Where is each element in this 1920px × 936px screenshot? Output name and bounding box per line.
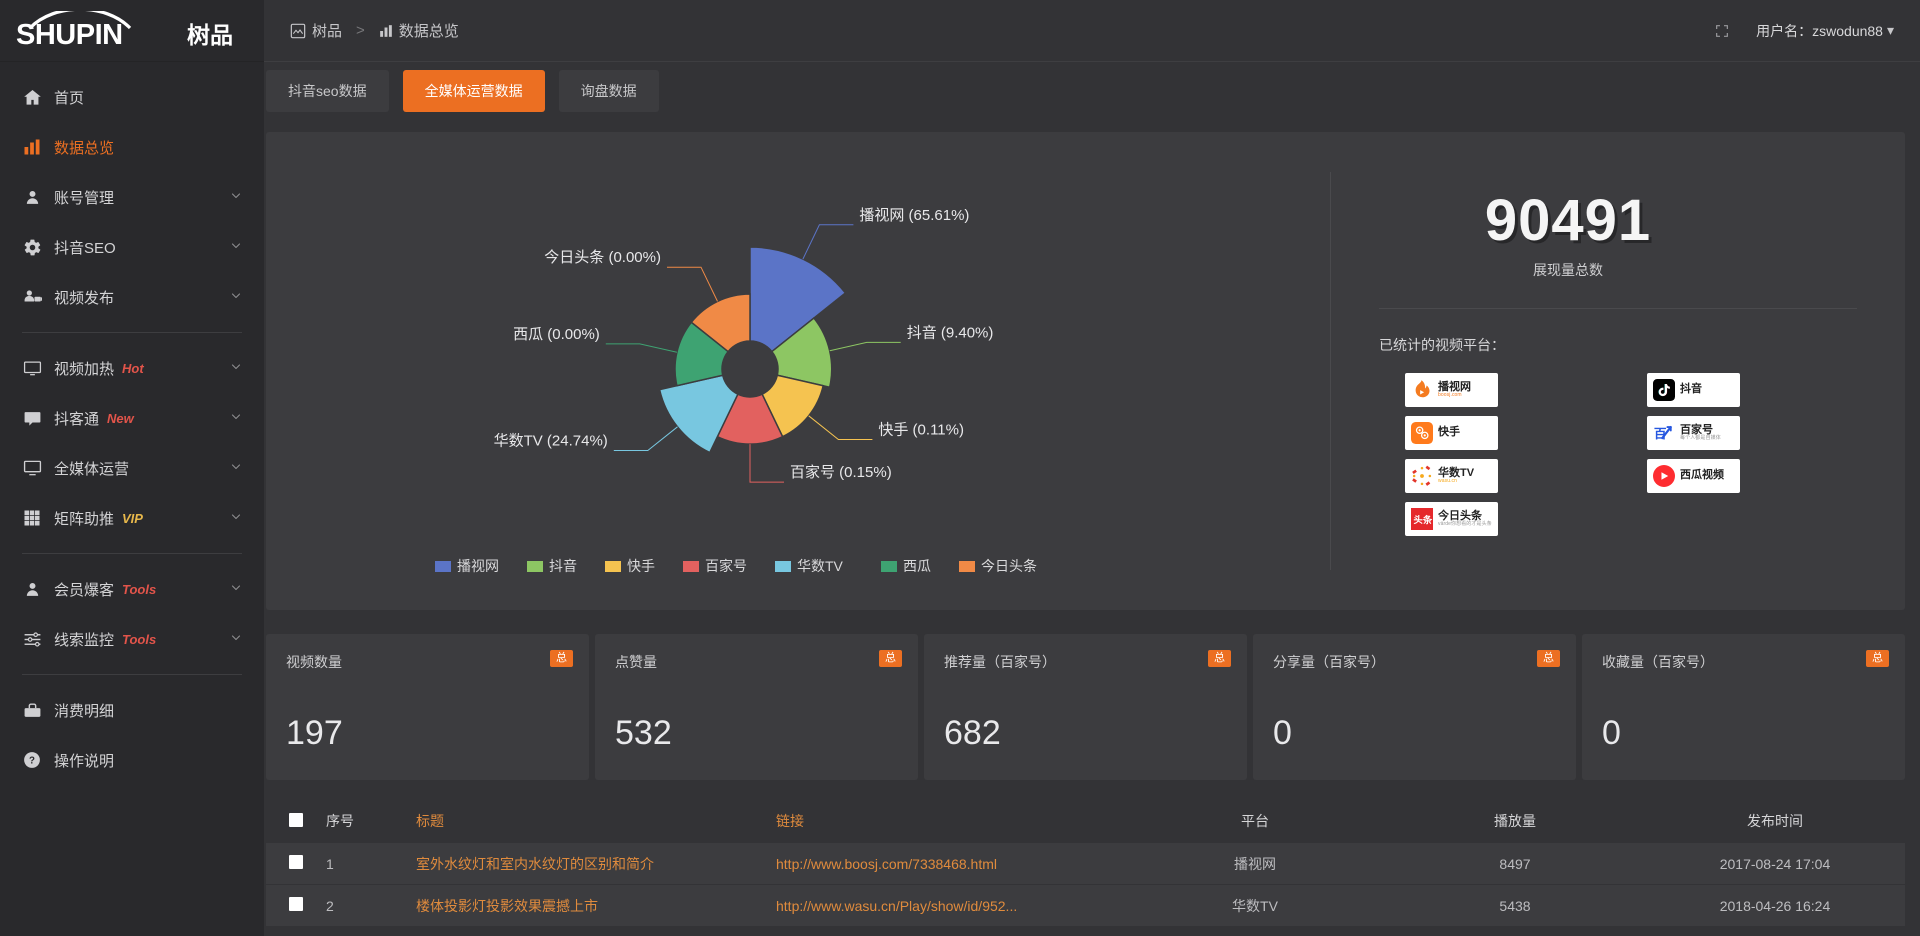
svg-text:树品: 树品 <box>187 22 233 48</box>
svg-text:今日头条: 今日头条 <box>981 558 1037 574</box>
svg-text:SHUPIN: SHUPIN <box>16 19 123 51</box>
svg-text:播视网: 播视网 <box>457 558 499 574</box>
svg-text:快手 (0.11%): 快手 (0.11%) <box>878 422 964 439</box>
svg-text:西瓜 (0.00%): 西瓜 (0.00%) <box>513 326 600 343</box>
svg-text:头条: 头条 <box>1414 514 1433 525</box>
svg-text:播视网 (65.61%): 播视网 (65.61%) <box>859 207 969 224</box>
svg-text:华数TV (24.74%): 华数TV (24.74%) <box>494 433 608 450</box>
svg-text:华数TV: 华数TV <box>797 558 844 574</box>
svg-text:百家号 (0.15%): 百家号 (0.15%) <box>790 464 892 481</box>
svg-text:百家号: 百家号 <box>705 558 747 574</box>
svg-text:西瓜: 西瓜 <box>903 558 931 574</box>
svg-text:抖音: 抖音 <box>549 558 577 574</box>
svg-text:抖音 (9.40%): 抖音 (9.40%) <box>907 324 994 341</box>
svg-text:今日头条 (0.00%): 今日头条 (0.00%) <box>544 249 661 266</box>
svg-text:?: ? <box>29 756 35 767</box>
svg-text:快手: 快手 <box>627 558 655 574</box>
